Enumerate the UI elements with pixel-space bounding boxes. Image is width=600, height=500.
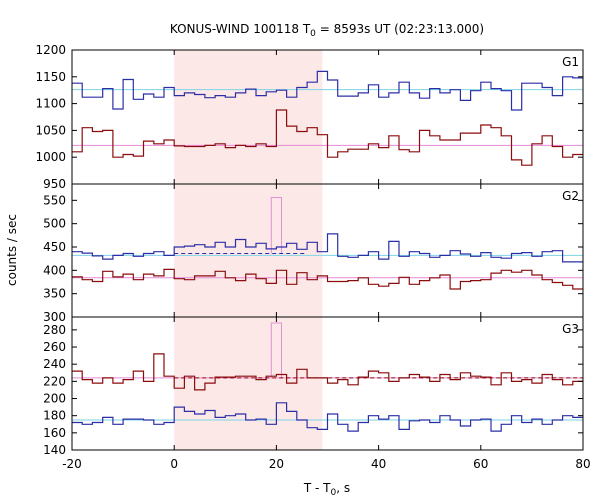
blue-series-line	[72, 70, 583, 111]
x-tick-label: 80	[575, 457, 590, 471]
y-tick-label: 260	[43, 340, 66, 354]
y-tick-label: 550	[43, 193, 66, 207]
highlight-interval-band	[174, 50, 323, 450]
blue-series-line	[72, 402, 583, 432]
x-tick-label: 40	[371, 457, 386, 471]
y-tick-label: 1150	[35, 70, 66, 84]
y-tick-label: 350	[43, 287, 66, 301]
y-tick-label: 450	[43, 240, 66, 254]
spike-bin	[270, 197, 283, 254]
y-tick-label: 1000	[35, 150, 66, 164]
x-tick-label: -20	[62, 457, 82, 471]
y-tick-label: 500	[43, 217, 66, 231]
y-tick-label: 200	[43, 392, 66, 406]
y-tick-label: 220	[43, 374, 66, 388]
panel-label: G2	[562, 189, 579, 203]
panel-g2: 300 350 400 450 500 550 G2	[43, 183, 584, 324]
red-series-line	[72, 268, 583, 290]
panel-frame	[71, 316, 584, 451]
y-tick-label: 160	[43, 426, 66, 440]
red-series-line	[72, 109, 583, 166]
x-tick-label: 20	[269, 457, 284, 471]
panels-group: 95010001050110011501200G1300350400450500…	[35, 43, 590, 471]
panel-g3: 140 160 180 200 220 240 260 280 G3	[43, 316, 584, 457]
panel-frame	[71, 49, 584, 185]
y-tick-label: 1100	[35, 97, 66, 111]
y-tick-label: 280	[43, 323, 66, 337]
chart-title: KONUS-WIND 100118 T0 = 8593s UT (02:23:1…	[170, 22, 484, 39]
x-tick-label: 60	[473, 457, 488, 471]
blue-series-line	[72, 233, 583, 263]
x-axis-label: T - T0, s	[303, 481, 350, 498]
y-tick-label: 300	[43, 310, 66, 324]
y-tick-label: 1200	[35, 43, 66, 57]
panel-label: G3	[562, 322, 579, 336]
y-tick-label: 240	[43, 357, 66, 371]
panel-label: G1	[562, 55, 579, 69]
y-tick-label: 400	[43, 263, 66, 277]
y-tick-label: 140	[43, 443, 66, 457]
y-axis-label: counts / sec	[5, 214, 19, 286]
y-tick-label: 180	[43, 409, 66, 423]
y-tick-label: 950	[43, 177, 66, 191]
x-tick-label: 0	[170, 457, 178, 471]
panel-g1: 950 1000 1050 1100 1150 1200 G1	[35, 43, 584, 191]
red-series-line	[72, 353, 583, 391]
y-tick-label: 1050	[35, 123, 66, 137]
spike-bin	[270, 322, 283, 378]
